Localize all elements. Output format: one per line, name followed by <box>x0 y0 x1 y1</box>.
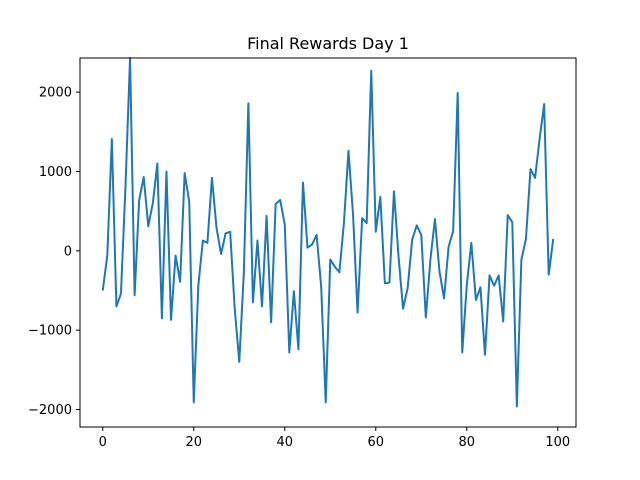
y-tick-label: −2000 <box>28 403 72 418</box>
series-line-0 <box>101 57 555 408</box>
x-tick-label: 80 <box>459 435 476 450</box>
x-tick-label: 0 <box>99 435 107 450</box>
x-tick-label: 20 <box>185 435 202 450</box>
x-tick-label: 40 <box>276 435 293 450</box>
x-tick-label: 100 <box>545 435 570 450</box>
plot-area <box>101 57 555 408</box>
y-tick-label: 0 <box>64 244 72 259</box>
y-tick-label: 1000 <box>39 165 72 180</box>
axes: 0 20 40 60 80 100 −2000 −1000 0 1000 2000 <box>28 57 577 450</box>
axes-frame <box>79 57 577 428</box>
y-tick-label: −1000 <box>28 324 72 339</box>
chart-title: Final Rewards Day 1 <box>247 34 409 53</box>
y-tick-label: 2000 <box>39 86 72 101</box>
x-tick-label: 60 <box>368 435 385 450</box>
